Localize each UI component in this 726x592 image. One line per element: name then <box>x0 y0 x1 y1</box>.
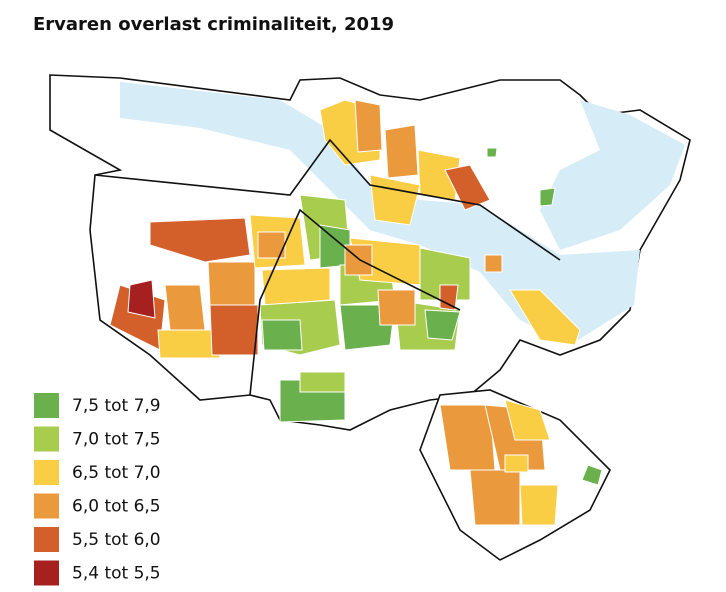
district <box>354 99 383 153</box>
district <box>157 329 221 359</box>
map-title: Ervaren overlast criminaliteit, 2019 <box>33 14 394 35</box>
legend-label: 6,0 tot 6,5 <box>72 497 161 517</box>
districts <box>109 99 603 526</box>
water <box>540 100 685 250</box>
legend-swatch <box>34 460 59 485</box>
district <box>581 464 603 486</box>
legend-label: 5,5 tot 6,0 <box>72 530 161 550</box>
legend-swatch <box>34 527 59 552</box>
district <box>504 399 551 441</box>
district <box>257 231 286 259</box>
border <box>249 208 461 396</box>
district <box>504 454 529 473</box>
district <box>484 254 503 273</box>
district <box>424 309 461 341</box>
district <box>207 261 256 306</box>
district <box>439 284 459 311</box>
district <box>519 484 559 526</box>
district <box>209 304 259 356</box>
borders <box>94 138 561 396</box>
legend-label: 7,0 tot 7,5 <box>72 430 161 450</box>
district <box>127 279 156 319</box>
legend-label: 6,5 tot 7,0 <box>72 463 161 483</box>
legend-swatch <box>34 560 59 586</box>
district <box>149 217 251 263</box>
district <box>444 164 491 211</box>
district <box>344 244 373 276</box>
legend-label: 5,4 tot 5,5 <box>72 564 161 584</box>
district <box>377 289 416 326</box>
district <box>539 187 556 207</box>
district <box>469 469 521 526</box>
district <box>486 147 498 158</box>
legend-swatch <box>34 393 59 418</box>
district <box>261 319 303 351</box>
legend-swatch <box>34 426 59 452</box>
district <box>384 124 419 179</box>
legend: 7,5 tot 7,9 7,0 tot 7,5 6,5 tot 7,0 6,0 tot… <box>34 393 161 586</box>
legend-label: 7,5 tot 7,9 <box>72 396 161 416</box>
district <box>164 284 206 331</box>
district <box>509 289 581 346</box>
legend-swatch <box>34 493 59 519</box>
border <box>94 138 561 261</box>
district <box>299 371 346 393</box>
